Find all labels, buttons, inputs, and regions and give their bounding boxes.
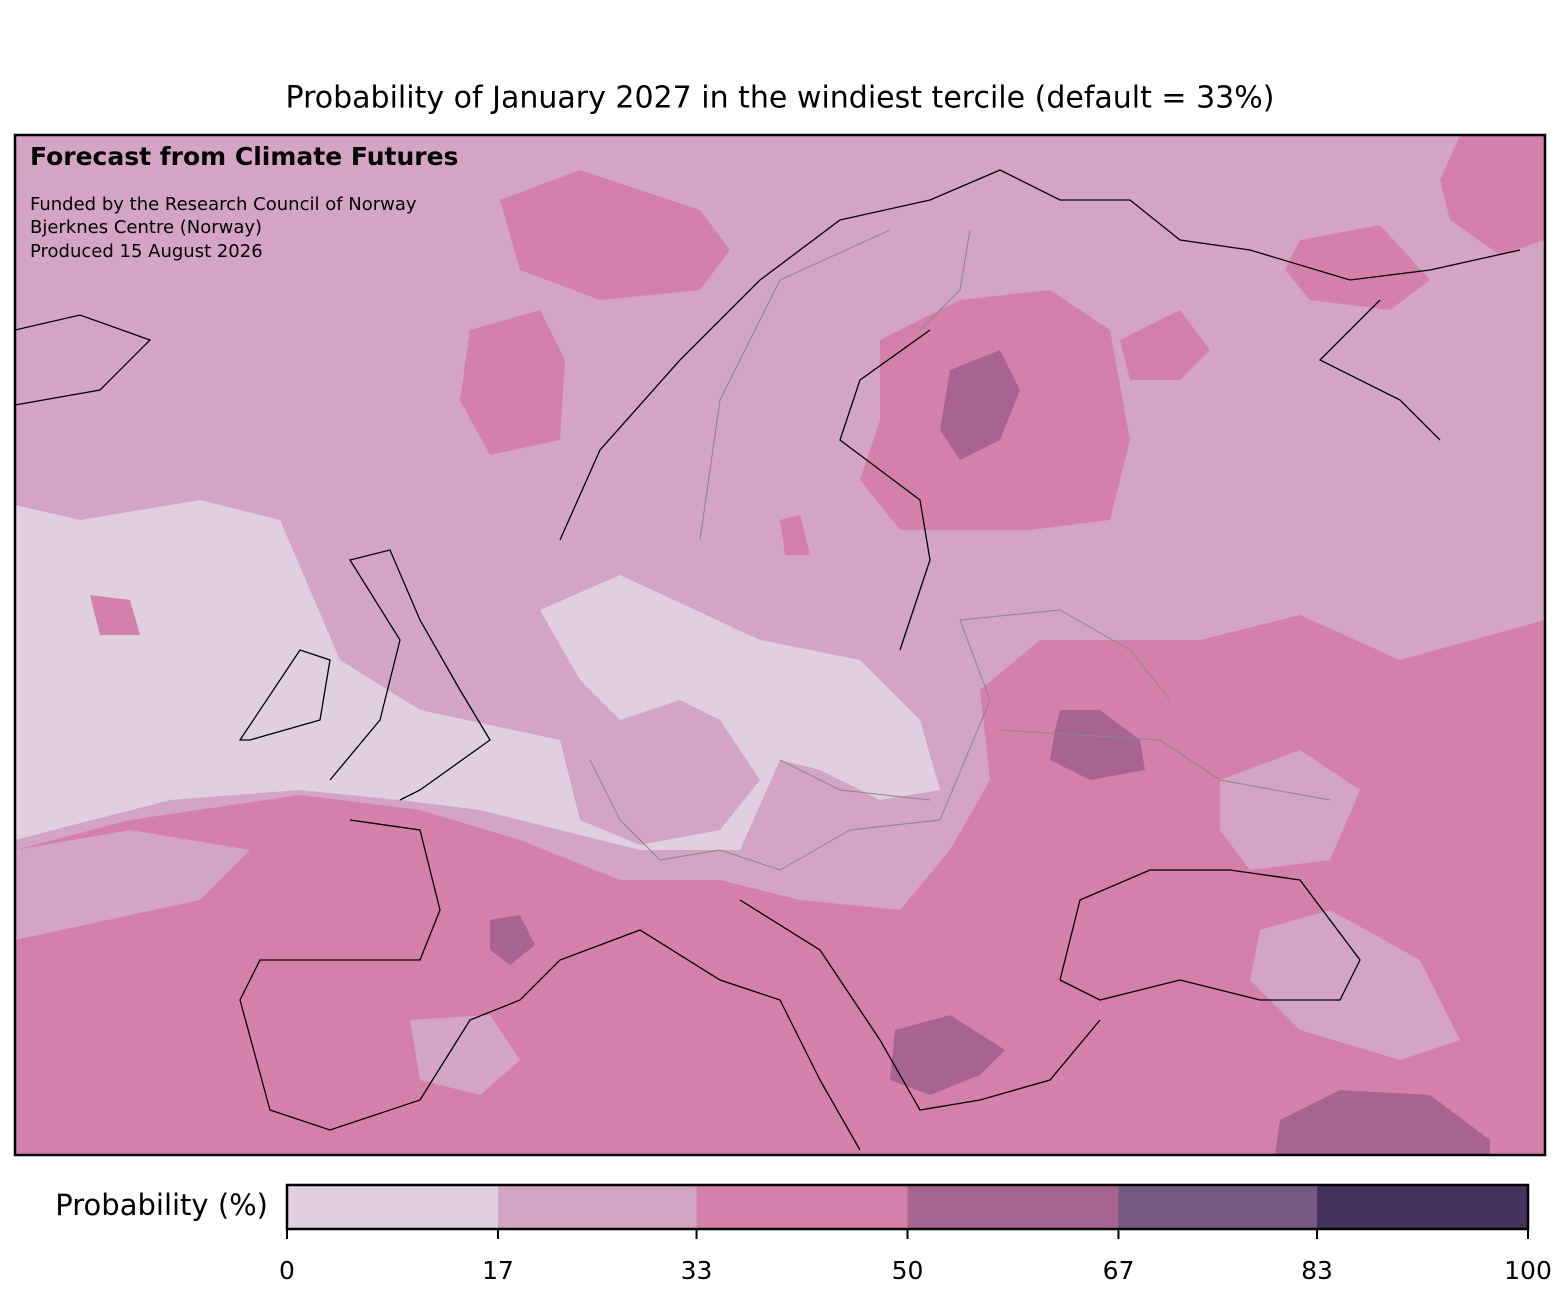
annotation-line: Produced 15 August 2026 [30,241,263,262]
region [15,615,1545,1155]
map-frame [13,133,1547,1157]
tick-label: 100 [1504,1256,1552,1285]
colorbar: 0 17 33 50 67 83 100 [279,1183,1552,1285]
colorbar-segment [497,1185,697,1229]
tick-label: 33 [681,1256,713,1285]
annotation-heading: Forecast from Climate Futures [30,142,458,171]
region [15,750,1460,1095]
tick-label: 83 [1301,1256,1333,1285]
tick-label: 17 [482,1256,514,1285]
colorbar-segment [1118,1185,1318,1229]
tick-label: 67 [1103,1256,1135,1285]
colorbar-label: Probability (%) [55,1188,268,1222]
map [13,133,1547,1157]
annotation-line: Funded by the Research Council of Norway [30,194,417,215]
annotation-line: Bjerknes Centre (Norway) [30,217,262,238]
region [15,500,940,850]
coastline [15,169,1521,1151]
colorbar-segment [287,1185,498,1229]
tick-label: 0 [279,1256,295,1285]
colorbar-segment [907,1185,1119,1229]
tick-label: 50 [892,1256,924,1285]
border [589,229,1331,871]
colorbar-segment [1317,1185,1528,1229]
colorbar-segment [696,1185,908,1229]
title: Probability of January 2027 in the windi… [286,81,1275,116]
